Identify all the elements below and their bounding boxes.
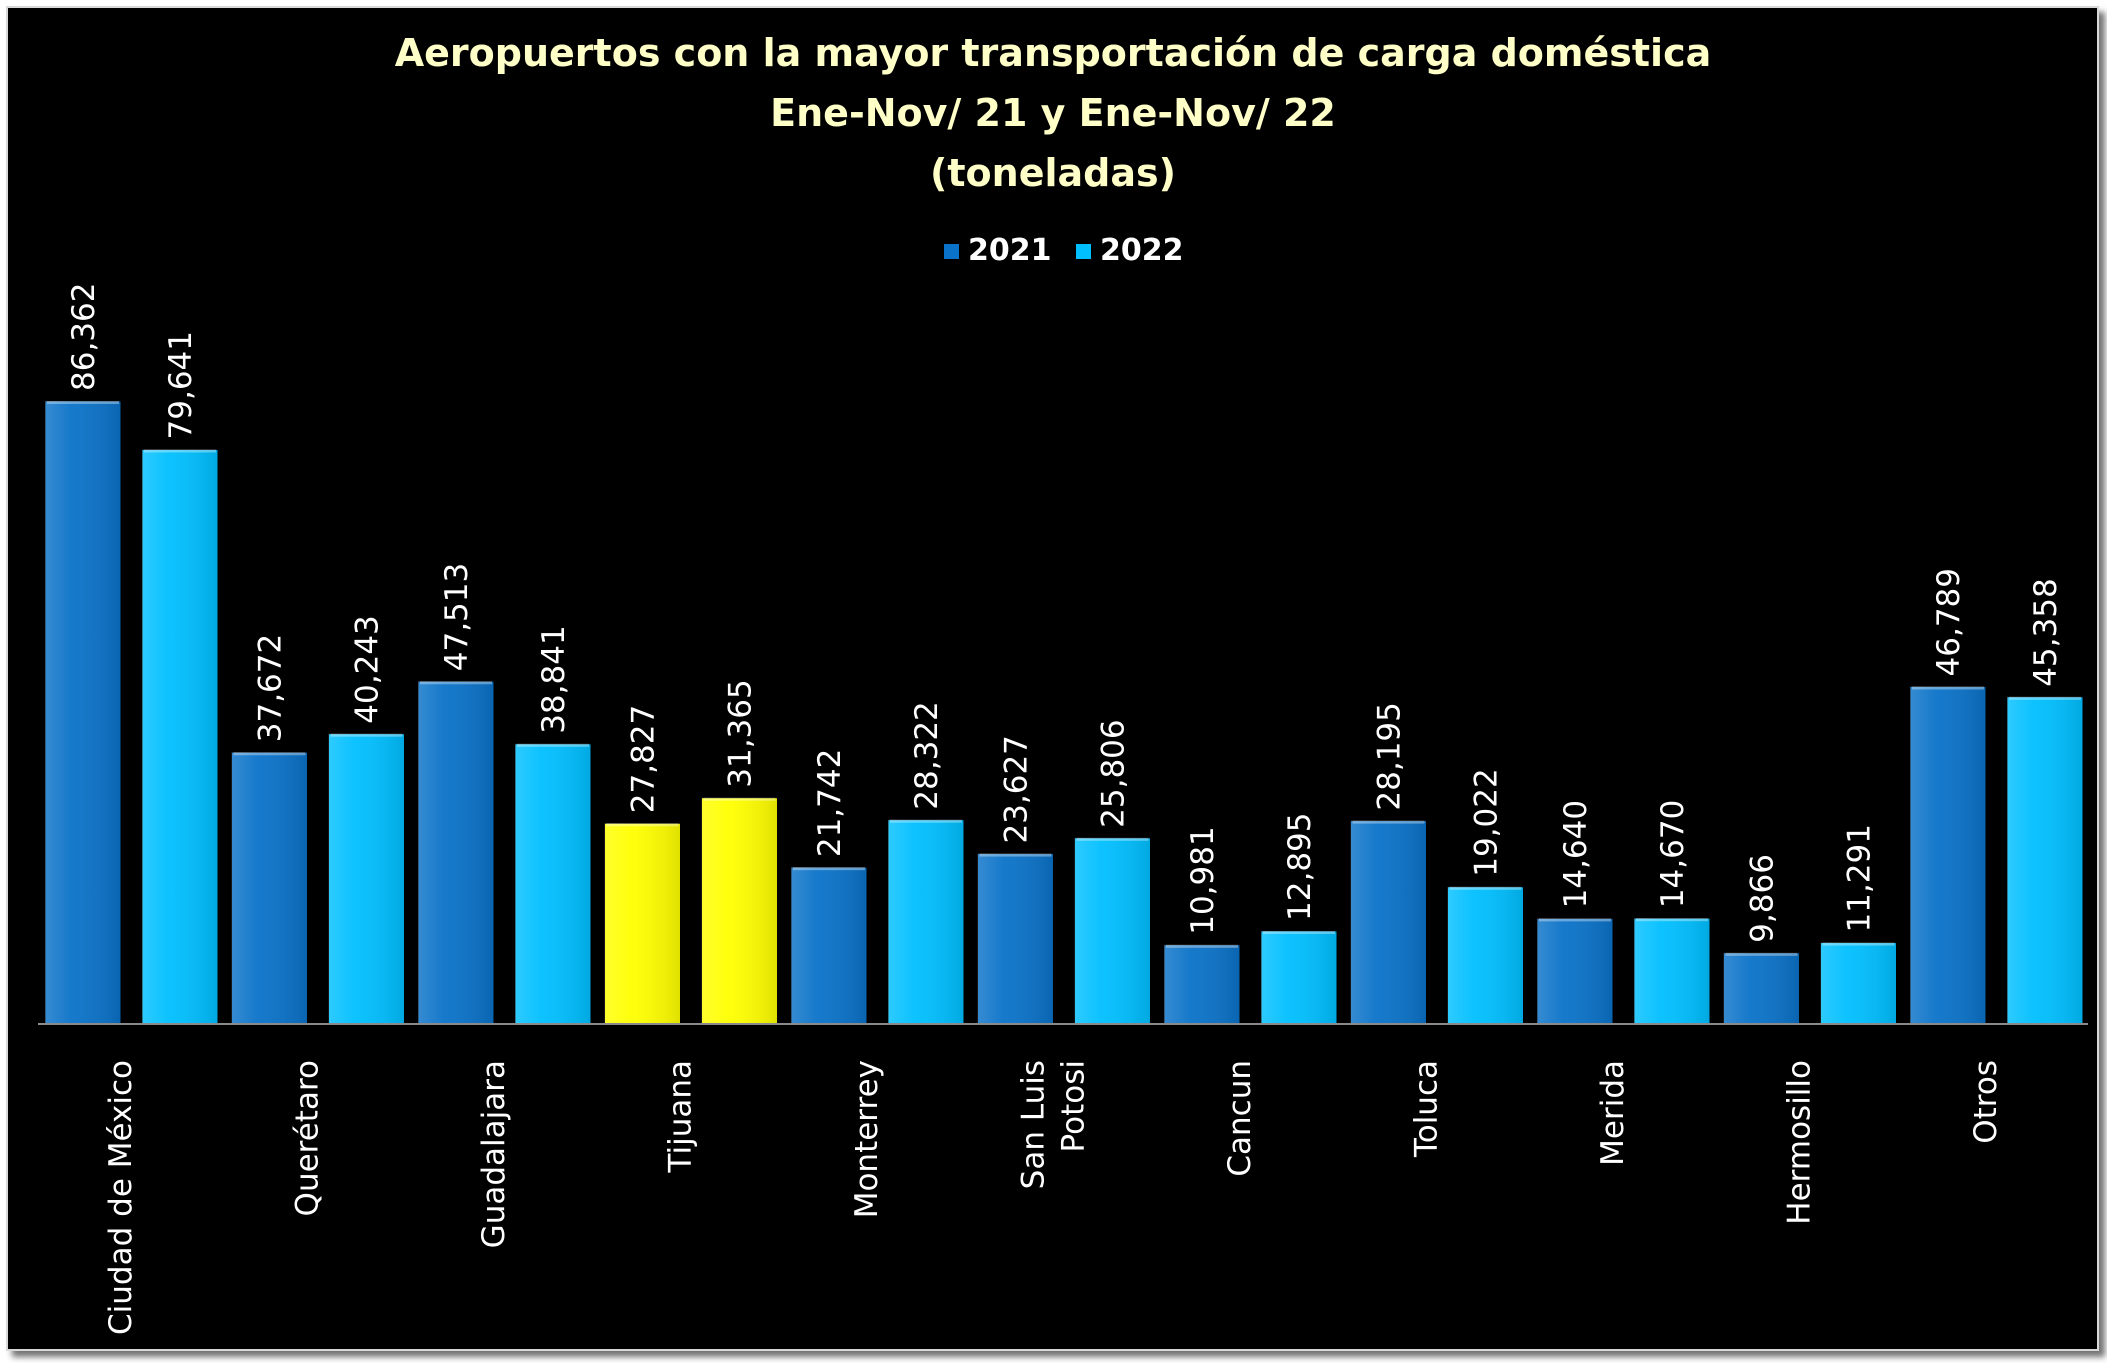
bar-top-bevel-otros-2022 xyxy=(2009,696,2081,700)
bar-shine-cancun-2021 xyxy=(1164,944,1240,1024)
bar-top-bevel-toluca-2022 xyxy=(1449,886,1522,890)
bar-shine-ciudad-de-mexico-2022 xyxy=(142,449,218,1024)
category-label-ciudad-de-mexico: Ciudad de México xyxy=(103,1060,139,1335)
category-label-san-luis-potosi-line-2: Potosi xyxy=(1056,1060,1092,1152)
value-label-tijuana-2021: 27,827 xyxy=(626,705,662,813)
bar-shine-tijuana-2021 xyxy=(604,823,681,1024)
bar-top-bevel-cancun-2021 xyxy=(1166,944,1238,948)
value-label-hermosillo-2021: 9,866 xyxy=(1745,854,1781,943)
bar-top-bevel-ciudad-de-mexico-2021 xyxy=(47,401,119,404)
value-label-monterrey-2021: 21,742 xyxy=(812,749,848,857)
legend-swatch-2021 xyxy=(944,244,959,259)
category-label-monterrey: Monterrey xyxy=(849,1060,885,1218)
bar-top-bevel-tijuana-2021 xyxy=(606,823,679,827)
value-label-queretaro-2022: 40,243 xyxy=(350,615,386,723)
value-label-toluca-2021: 28,195 xyxy=(1372,702,1408,810)
bar-shine-monterrey-2021 xyxy=(791,867,867,1024)
bar-shine-otros-2021 xyxy=(1910,686,1986,1024)
category-label-otros: Otros xyxy=(1968,1060,2004,1144)
chart-title-line-3: (toneladas) xyxy=(930,151,1176,195)
category-label-queretaro: Querétaro xyxy=(290,1060,326,1216)
category-label-cancun: Cancun xyxy=(1222,1060,1258,1177)
chart-frame: Aeropuertos con la mayor transportación … xyxy=(6,6,2099,1351)
value-label-otros-2021: 46,789 xyxy=(1931,568,1967,676)
chart-title: Aeropuertos con la mayor transportación … xyxy=(395,31,1712,195)
bar-top-bevel-queretaro-2022 xyxy=(330,733,403,737)
legend-label-2022: 2022 xyxy=(1100,233,1184,268)
bar-shine-ciudad-de-mexico-2021 xyxy=(45,401,121,1024)
bar-top-bevel-ciudad-de-mexico-2022 xyxy=(144,449,216,453)
category-label-san-luis-potosi-line-1: San Luis xyxy=(1016,1060,1052,1189)
bar-shine-otros-2022 xyxy=(2007,696,2083,1024)
bar-top-bevel-merida-2022 xyxy=(1636,918,1708,922)
bar-top-bevel-merida-2021 xyxy=(1539,918,1611,922)
bar-shine-guadalajara-2021 xyxy=(418,681,494,1024)
category-label-tijuana: Tijuana xyxy=(663,1060,699,1174)
chart-title-line-1: Aeropuertos con la mayor transportación … xyxy=(395,31,1712,75)
value-label-ciudad-de-mexico-2021: 86,362 xyxy=(66,283,102,391)
bar-shine-merida-2021 xyxy=(1537,918,1613,1024)
value-label-san-luis-potosi-2022: 25,806 xyxy=(1096,719,1132,827)
value-label-cancun-2021: 10,981 xyxy=(1185,826,1221,934)
value-label-guadalajara-2022: 38,841 xyxy=(536,625,572,733)
bar-top-bevel-toluca-2021 xyxy=(1352,820,1425,824)
value-label-merida-2021: 14,640 xyxy=(1558,800,1594,908)
bar-top-bevel-hermosillo-2022 xyxy=(1822,942,1895,946)
value-label-otros-2022: 45,358 xyxy=(2028,578,2064,686)
value-label-tijuana-2022: 31,365 xyxy=(723,679,759,787)
bar-shine-queretaro-2021 xyxy=(231,752,308,1024)
bar-shine-cancun-2022 xyxy=(1261,930,1337,1024)
category-labels-layer: Ciudad de México Querétaro Guadalajara Tiju… xyxy=(103,1060,2004,1335)
bar-shine-tijuana-2022 xyxy=(701,797,778,1024)
bar-shine-merida-2022 xyxy=(1634,918,1710,1024)
bar-shine-monterrey-2022 xyxy=(888,819,964,1024)
value-label-san-luis-potosi-2021: 23,627 xyxy=(999,735,1035,843)
bar-top-bevel-tijuana-2022 xyxy=(703,797,776,801)
bar-shine-toluca-2021 xyxy=(1350,820,1427,1024)
legend: 2021 2022 xyxy=(944,233,1184,268)
value-label-queretaro-2021: 37,672 xyxy=(253,634,289,742)
bar-top-bevel-guadalajara-2021 xyxy=(420,681,492,685)
value-label-hermosillo-2022: 11,291 xyxy=(1842,824,1878,932)
value-label-toluca-2022: 19,022 xyxy=(1469,768,1505,876)
chart-title-line-2: Ene-Nov/ 21 y Ene-Nov/ 22 xyxy=(770,91,1336,135)
bar-shine-toluca-2022 xyxy=(1447,886,1524,1024)
bar-top-bevel-cancun-2022 xyxy=(1263,930,1335,934)
bars-layer xyxy=(44,400,2084,1025)
value-label-ciudad-de-mexico-2022: 79,641 xyxy=(163,331,199,439)
bar-shine-guadalajara-2022 xyxy=(515,743,591,1024)
bar-shine-san-luis-potosi-2022 xyxy=(1074,837,1151,1024)
bar-shine-hermosillo-2021 xyxy=(1723,952,1800,1024)
bar-top-bevel-otros-2021 xyxy=(1912,686,1984,690)
category-label-merida: Merida xyxy=(1595,1060,1631,1166)
category-label-hermosillo: Hermosillo xyxy=(1782,1060,1818,1225)
bar-shine-queretaro-2022 xyxy=(328,733,405,1024)
bar-chart: Aeropuertos con la mayor transportación … xyxy=(38,31,2088,1335)
value-label-guadalajara-2021: 47,513 xyxy=(439,563,475,671)
bar-top-bevel-hermosillo-2021 xyxy=(1725,952,1798,956)
bar-top-bevel-san-luis-potosi-2022 xyxy=(1076,837,1149,841)
legend-swatch-2022 xyxy=(1076,244,1091,259)
value-labels-layer: 86,362 79,641 37,672 40,243 47,513 38,841 27,8… xyxy=(66,283,2064,943)
bar-top-bevel-monterrey-2021 xyxy=(793,867,865,871)
bar-top-bevel-san-luis-potosi-2021 xyxy=(979,853,1052,857)
bar-shine-san-luis-potosi-2021 xyxy=(977,853,1054,1024)
bar-top-bevel-monterrey-2022 xyxy=(890,819,962,823)
bar-top-bevel-queretaro-2021 xyxy=(233,752,306,756)
value-label-merida-2022: 14,670 xyxy=(1655,800,1691,908)
value-label-cancun-2022: 12,895 xyxy=(1282,812,1318,920)
bar-shine-hermosillo-2022 xyxy=(1820,942,1897,1024)
category-label-guadalajara: Guadalajara xyxy=(476,1060,512,1248)
category-label-toluca: Toluca xyxy=(1409,1060,1445,1158)
bar-top-bevel-guadalajara-2022 xyxy=(517,743,589,747)
value-label-monterrey-2022: 28,322 xyxy=(909,701,945,809)
legend-label-2021: 2021 xyxy=(968,233,1052,268)
